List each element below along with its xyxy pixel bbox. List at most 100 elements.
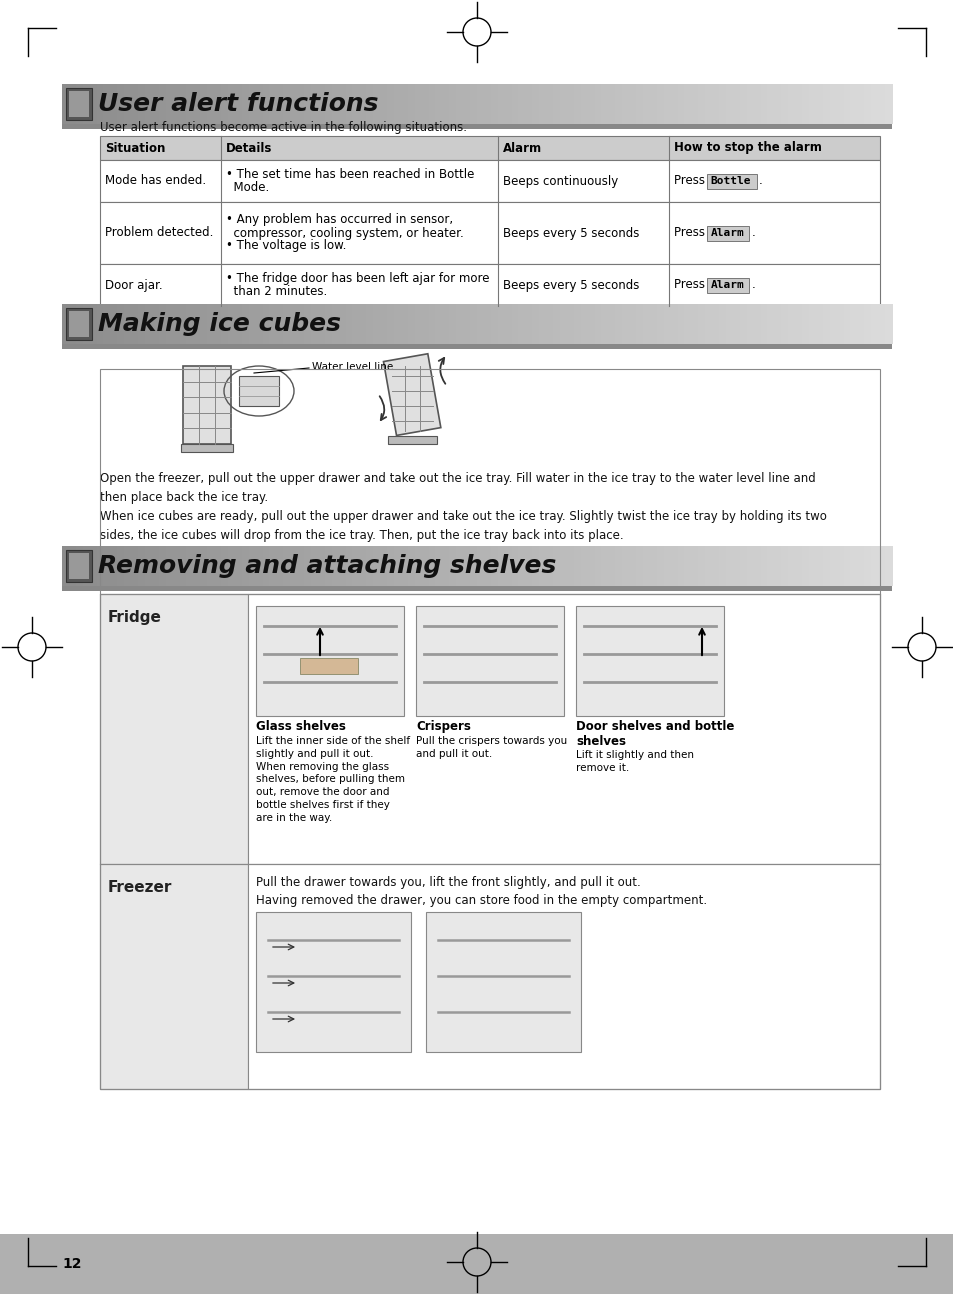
Bar — [449, 304, 456, 344]
Bar — [158, 304, 167, 344]
Bar — [207, 304, 215, 344]
Bar — [712, 304, 720, 344]
Bar — [491, 304, 498, 344]
Bar — [663, 84, 671, 124]
Bar — [746, 304, 754, 344]
Text: Beeps every 5 seconds: Beeps every 5 seconds — [502, 278, 639, 291]
Bar — [787, 546, 796, 586]
Bar — [117, 546, 125, 586]
Bar — [200, 84, 208, 124]
Bar — [283, 84, 291, 124]
Bar — [379, 304, 388, 344]
Bar — [574, 304, 581, 344]
Bar — [311, 546, 318, 586]
Text: Door ajar.: Door ajar. — [105, 278, 162, 291]
Bar — [670, 304, 678, 344]
Text: Beeps every 5 seconds: Beeps every 5 seconds — [502, 226, 639, 239]
Text: • The fridge door has been left ajar for more: • The fridge door has been left ajar for… — [226, 272, 489, 285]
Bar — [546, 304, 554, 344]
Bar — [808, 304, 816, 344]
Bar — [781, 546, 788, 586]
Bar — [166, 304, 173, 344]
Bar — [200, 304, 208, 344]
Bar — [324, 84, 333, 124]
Bar — [100, 202, 879, 264]
Bar — [601, 84, 609, 124]
Bar — [781, 304, 788, 344]
Bar — [66, 88, 91, 120]
Bar — [580, 84, 588, 124]
Bar — [566, 84, 575, 124]
Bar — [795, 546, 802, 586]
Bar — [172, 84, 180, 124]
Bar — [538, 304, 547, 344]
Text: Bottle: Bottle — [710, 176, 750, 186]
Bar — [283, 546, 291, 586]
Bar — [470, 84, 477, 124]
Bar — [387, 84, 395, 124]
Bar — [462, 304, 471, 344]
Bar — [332, 84, 339, 124]
Bar — [100, 136, 879, 160]
Bar — [767, 546, 775, 586]
Bar — [138, 84, 146, 124]
Bar — [608, 546, 616, 586]
Bar — [704, 304, 713, 344]
Bar — [580, 546, 588, 586]
Bar — [241, 546, 250, 586]
Bar — [746, 546, 754, 586]
Bar — [359, 304, 367, 344]
Bar — [234, 546, 243, 586]
Bar — [870, 546, 879, 586]
Bar — [345, 84, 354, 124]
Bar — [863, 546, 871, 586]
Bar — [152, 304, 160, 344]
Bar — [829, 84, 837, 124]
Bar — [383, 353, 440, 435]
Bar — [90, 546, 97, 586]
Bar — [317, 304, 326, 344]
Bar — [449, 546, 456, 586]
Bar — [829, 304, 837, 344]
Bar — [269, 546, 277, 586]
Bar — [691, 304, 699, 344]
Bar — [483, 546, 492, 586]
Bar — [255, 546, 263, 586]
Bar — [884, 546, 892, 586]
Bar — [594, 546, 602, 586]
Bar — [836, 304, 843, 344]
Bar — [504, 546, 512, 586]
Bar — [213, 304, 222, 344]
Bar — [587, 546, 595, 586]
Bar — [131, 84, 139, 124]
Bar — [725, 84, 733, 124]
Bar — [100, 369, 879, 1090]
Bar — [753, 304, 760, 344]
Bar — [255, 912, 411, 1052]
Bar — [138, 546, 146, 586]
Bar — [179, 546, 188, 586]
Bar — [642, 546, 650, 586]
Bar — [518, 546, 526, 586]
Bar — [476, 304, 484, 344]
Bar — [719, 304, 726, 344]
Text: Mode.: Mode. — [226, 181, 269, 194]
Bar — [719, 546, 726, 586]
Bar — [546, 546, 554, 586]
Bar — [290, 304, 298, 344]
Text: Lift it slightly and then
remove it.: Lift it slightly and then remove it. — [576, 751, 693, 773]
Bar — [304, 546, 312, 586]
Bar — [62, 304, 70, 344]
Bar — [186, 84, 194, 124]
Bar — [207, 84, 215, 124]
Bar — [435, 84, 443, 124]
Bar — [553, 84, 560, 124]
Bar — [69, 84, 77, 124]
Bar — [338, 546, 346, 586]
Bar — [415, 304, 422, 344]
Bar — [525, 304, 533, 344]
Bar — [566, 304, 575, 344]
Bar — [255, 84, 263, 124]
Bar — [442, 84, 450, 124]
Bar — [124, 84, 132, 124]
